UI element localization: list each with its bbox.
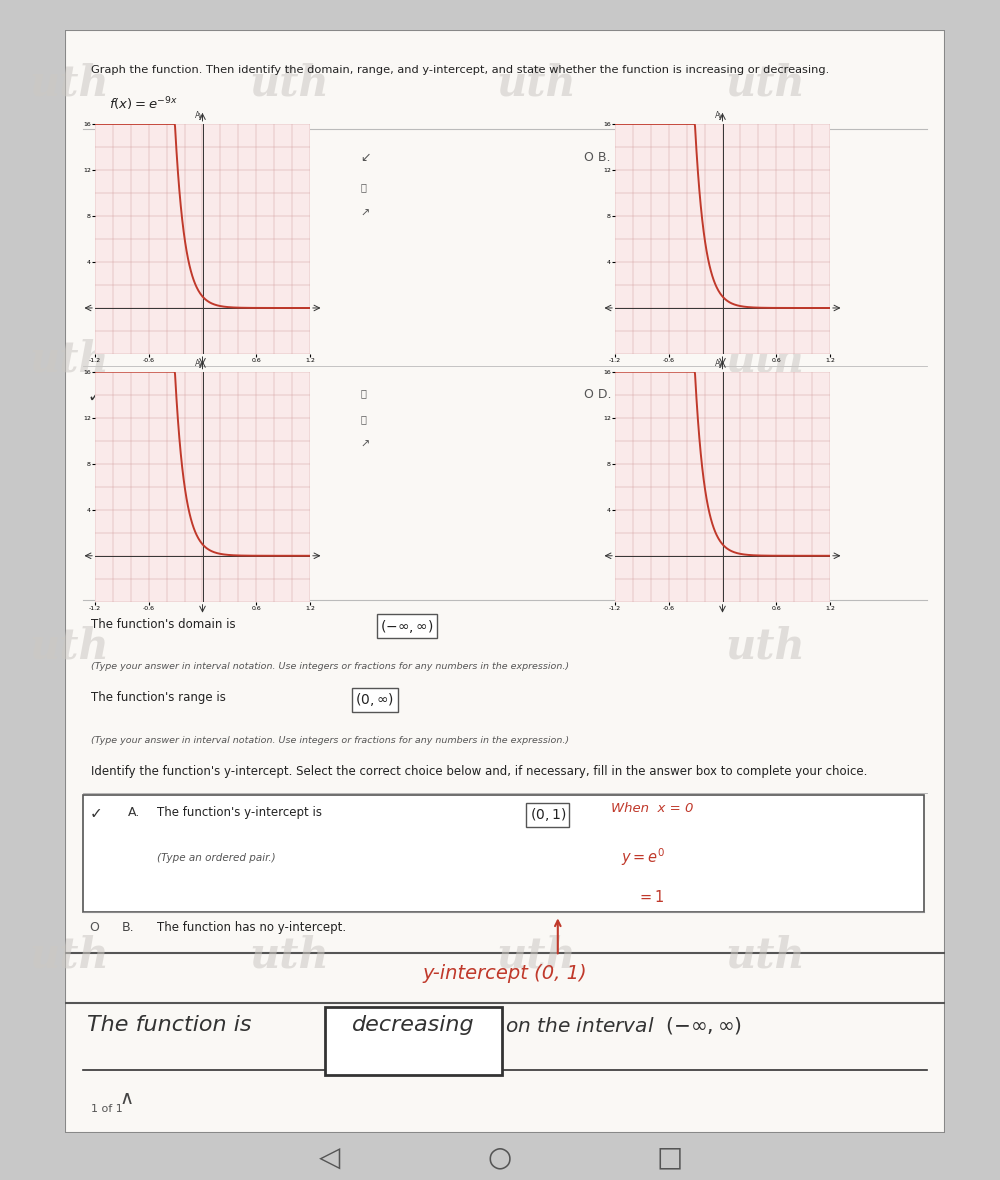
Text: C.: C. [118, 388, 131, 401]
Text: (Type your answer in interval notation. Use integers or fractions for any number: (Type your answer in interval notation. … [91, 735, 570, 745]
Text: Ay: Ay [715, 359, 725, 368]
Text: uth: uth [30, 63, 110, 105]
FancyBboxPatch shape [325, 1007, 502, 1075]
Text: 1 of 1: 1 of 1 [91, 1103, 123, 1114]
Text: Graph the function. Then identify the domain, range, and y-intercept, and state : Graph the function. Then identify the do… [91, 65, 830, 74]
Text: The function's domain is: The function's domain is [91, 617, 240, 630]
Text: ○: ○ [488, 1143, 512, 1172]
Text: ✓: ✓ [87, 388, 101, 406]
Text: Ay: Ay [195, 359, 205, 368]
Text: uth: uth [725, 935, 805, 976]
Text: uth: uth [725, 339, 805, 380]
Text: ∧: ∧ [119, 1089, 134, 1108]
Text: $(0,\infty)$: $(0,\infty)$ [355, 691, 394, 708]
Text: The function's y-intercept is: The function's y-intercept is [157, 806, 326, 819]
Text: $y = e^0$: $y = e^0$ [621, 846, 666, 867]
Text: decreasing: decreasing [352, 1015, 475, 1035]
Text: Ay: Ay [715, 111, 725, 120]
Text: A.: A. [128, 806, 141, 819]
Text: Ay: Ay [195, 111, 205, 120]
Text: ○: ○ [817, 388, 827, 398]
Text: $(-\infty,\infty)$: $(-\infty,\infty)$ [380, 617, 433, 635]
Text: ○: ○ [817, 414, 827, 425]
Text: y-intercept (0, 1): y-intercept (0, 1) [423, 964, 587, 983]
Text: uth: uth [30, 339, 110, 380]
Text: uth: uth [725, 63, 805, 105]
Text: 🔍: 🔍 [361, 388, 367, 398]
Text: The function is: The function is [87, 1015, 252, 1035]
Text: uth: uth [496, 63, 576, 105]
Text: uth: uth [250, 935, 330, 976]
FancyBboxPatch shape [83, 795, 924, 912]
Text: ↙: ↙ [361, 151, 371, 164]
Text: on the interval  $(-\infty, \infty)$: on the interval $(-\infty, \infty)$ [505, 1015, 742, 1036]
Text: ✓: ✓ [90, 806, 102, 821]
Text: (Type your answer in interval notation. Use integers or fractions for any number: (Type your answer in interval notation. … [91, 662, 570, 670]
Text: A.: A. [100, 151, 112, 164]
Text: O B.: O B. [584, 151, 611, 164]
Text: (Type an ordered pair.): (Type an ordered pair.) [157, 853, 276, 863]
Text: 🔍: 🔍 [361, 182, 367, 192]
Text: □: □ [657, 1143, 683, 1172]
Text: uth: uth [30, 935, 110, 976]
Text: ○: ○ [817, 151, 827, 160]
Text: The function has no y-intercept.: The function has no y-intercept. [157, 920, 347, 933]
Text: ◁: ◁ [319, 1143, 341, 1172]
Text: uth: uth [496, 935, 576, 976]
Text: O: O [90, 920, 100, 933]
Text: ○: ○ [817, 182, 827, 192]
Text: uth: uth [30, 625, 110, 667]
Text: uth: uth [725, 625, 805, 667]
Text: 🔍: 🔍 [361, 414, 367, 425]
Text: $= 1$: $= 1$ [637, 889, 665, 905]
Text: ↗: ↗ [361, 208, 370, 218]
Text: When  x = 0: When x = 0 [611, 802, 693, 815]
Text: ↗: ↗ [361, 440, 370, 450]
Text: uth: uth [250, 63, 330, 105]
Text: O D.: O D. [584, 388, 612, 401]
Text: $(0,1)$: $(0,1)$ [530, 806, 566, 824]
Text: $f(x) = e^{-9x}$: $f(x) = e^{-9x}$ [109, 96, 178, 113]
Text: B.: B. [122, 920, 135, 933]
Text: Identify the function's y-intercept. Select the correct choice below and, if nec: Identify the function's y-intercept. Sel… [91, 766, 868, 779]
Text: The function's range is: The function's range is [91, 691, 230, 704]
